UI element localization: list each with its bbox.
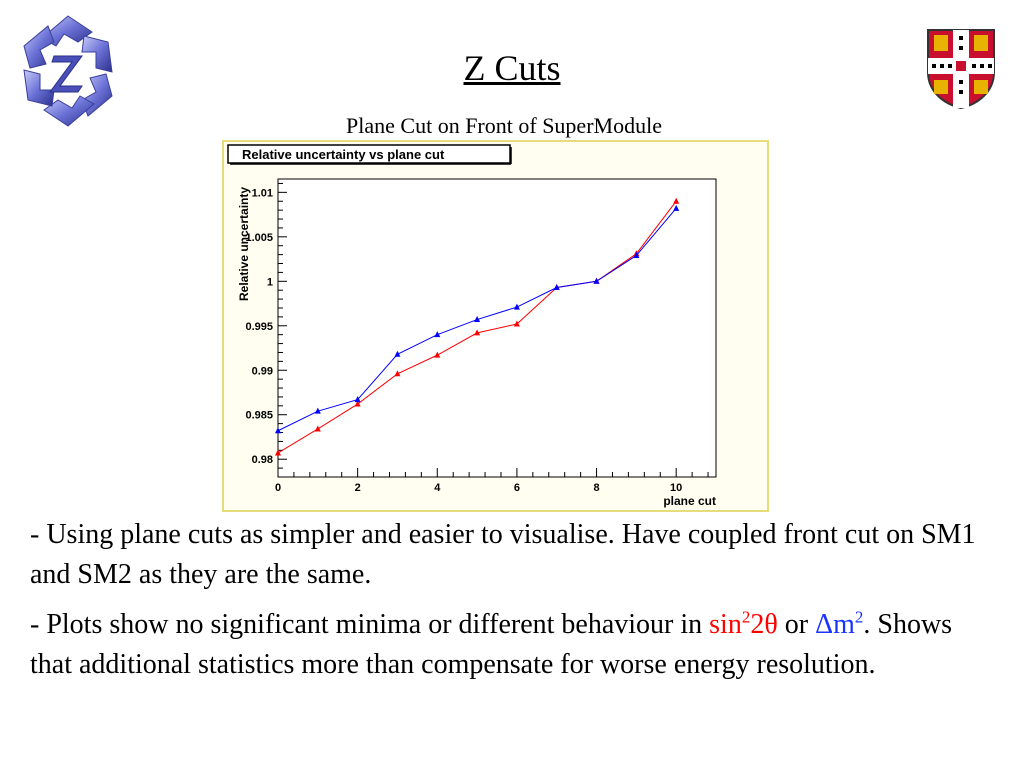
x-tick-label: 10	[670, 482, 682, 494]
y-tick-label: 0.985	[245, 410, 273, 422]
slide-title: Z Cuts	[463, 48, 561, 88]
chart-svg: Relative uncertainty vs plane cut 0 2 4 6 8 1…	[227, 144, 717, 508]
data-point-series-1	[314, 425, 321, 432]
data-point-series-2	[673, 204, 680, 211]
data-point-series-1	[434, 351, 441, 358]
data-point-series-1	[513, 320, 520, 327]
bullet-2-text-a: - Plots show no significant minima or di…	[30, 609, 710, 640]
y-tick-label: 0.98	[252, 454, 273, 466]
data-point-series-1	[394, 370, 401, 377]
data-point-series-1	[275, 449, 281, 456]
theta-text: 2θ	[750, 609, 778, 640]
y-axis-label: Relative uncertainty	[237, 187, 251, 301]
cambridge-crest-logo	[926, 28, 996, 110]
sin-superscript: 2	[741, 607, 751, 627]
chart-subtitle: Plane Cut on Front of SuperModule	[346, 113, 662, 138]
chart-title-box: Relative uncertainty vs plane cut	[227, 144, 512, 165]
y-tick-label: 0.995	[245, 321, 273, 333]
bullet-list: - Using plane cuts as simpler and easier…	[30, 515, 1000, 695]
x-tick-label: 6	[514, 482, 520, 494]
x-axis-label: plane cut	[663, 494, 716, 508]
sin-text: sin	[709, 609, 742, 640]
y-tick-label: 1.005	[245, 232, 273, 244]
bullet-2: - Plots show no significant minima or di…	[30, 605, 1000, 685]
bullet-2-or: or	[777, 609, 816, 640]
data-point-series-2	[633, 252, 640, 259]
y-tick-label: 0.99	[252, 365, 273, 377]
data-point-series-2	[275, 427, 281, 434]
plot-area: 0 2 4 6 8 10 0.98 0.985 0.99 0.995 1 1.005 1.01	[245, 178, 717, 494]
x-tick-label: 0	[275, 482, 281, 494]
delta-m-text: Δm	[815, 609, 855, 640]
data-point-series-1	[673, 197, 680, 204]
data-point-series-2	[314, 407, 321, 414]
x-tick-label: 2	[355, 482, 361, 494]
data-point-series-2	[513, 303, 520, 310]
data-point-series-2	[474, 316, 481, 323]
chart-title: Relative uncertainty vs plane cut	[242, 147, 445, 162]
delta-m2-term: Δm2	[815, 609, 863, 640]
bullet-1: - Using plane cuts as simpler and easier…	[30, 519, 976, 590]
sin2theta-term: sin22θ	[709, 609, 778, 640]
data-point-series-2	[593, 277, 600, 284]
data-point-series-2	[354, 396, 361, 403]
y-tick-label: 1	[267, 276, 273, 288]
chart-panel: Relative uncertainty vs plane cut 0 2 4 6 8 1…	[222, 140, 769, 512]
data-point-series-2	[553, 284, 560, 291]
x-tick-label: 4	[434, 482, 441, 494]
delta-m-superscript: 2	[854, 607, 864, 627]
data-point-series-2	[394, 350, 401, 357]
data-point-series-2	[434, 331, 441, 338]
y-tick-label: 1.01	[252, 187, 273, 199]
minos-star-logo	[12, 12, 124, 130]
x-tick-label: 8	[593, 482, 599, 494]
bullet-2-text-rest: . Shows that additional statistics more …	[30, 609, 953, 680]
data-point-series-1	[474, 329, 481, 336]
data-point-series-1	[354, 400, 361, 407]
